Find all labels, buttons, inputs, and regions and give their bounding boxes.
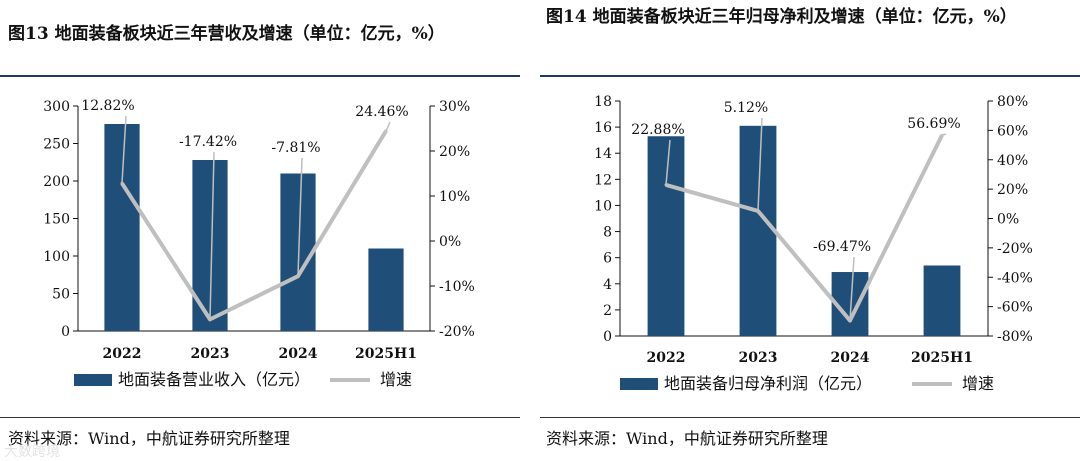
growth-data-label: -7.81%	[271, 140, 320, 156]
label-leader-line	[757, 117, 763, 212]
growth-line	[120, 129, 388, 322]
category-label: 2023	[191, 346, 230, 362]
right-tick-label: 10%	[439, 189, 470, 205]
left-tick-label: 50	[52, 287, 70, 303]
net-profit-chart: 0 2 4 6 8 10 12 14 16 18 -80% -60% -40% -20% 0% 20% 40% 6…	[594, 94, 1033, 393]
left-tick-label: 2	[603, 303, 612, 319]
title-rule	[540, 75, 1080, 77]
category-label: 2024	[279, 346, 318, 362]
right-tick-label: -10%	[439, 279, 475, 295]
label-leader-line	[385, 121, 391, 132]
title-rule	[0, 75, 520, 77]
right-tick-label: 0%	[439, 234, 461, 250]
growth-data-label: -69.47%	[813, 239, 871, 255]
legend-bar-label: 地面装备营业收入（亿元）	[118, 370, 310, 389]
growth-data-label: 24.46%	[355, 104, 408, 120]
bar-2025H1	[368, 248, 404, 331]
left-tick-label: 150	[43, 212, 70, 228]
right-tick-label: -20%	[439, 324, 475, 340]
source-note: 资料来源：Wind，中航证券研究所整理	[8, 429, 290, 448]
bar-2022	[104, 124, 140, 331]
right-tick-label: -20%	[997, 241, 1033, 257]
right-tick-label: -40%	[997, 270, 1033, 286]
left-tick-label: 0	[603, 329, 612, 345]
watermark: 大数跨境	[4, 444, 60, 460]
left-tick-label: 4	[603, 277, 612, 293]
category-label: 2025H1	[355, 346, 417, 362]
right-tick-label: 30%	[439, 99, 470, 115]
left-tick-label: 100	[43, 249, 70, 265]
growth-line	[665, 134, 944, 323]
right-tick-label: 40%	[997, 153, 1028, 169]
right-tick-label: 0%	[997, 212, 1019, 228]
source-rule	[0, 417, 520, 418]
right-tick-label: 80%	[997, 94, 1028, 110]
right-tick-label: -80%	[997, 329, 1033, 345]
category-label: 2025H1	[911, 350, 973, 366]
right-tick-label: 20%	[997, 182, 1028, 198]
right-tick-label: 20%	[439, 144, 470, 160]
label-leader-line	[121, 115, 127, 184]
revenue-chart: 0 50 100 150 200 250 300 -20% -10% 0% 10% 20% 30% 202…	[43, 98, 475, 389]
left-tick-label: 200	[43, 174, 70, 190]
label-leader-line	[665, 139, 671, 185]
category-label: 2024	[831, 350, 870, 366]
chart-panel-revenue: 图13 地面装备板块近三年营收及增速（单位：亿元，%） 0 50 100 150 200…	[0, 0, 520, 461]
chart-title: 图13 地面装备板块近三年营收及增速（单位：亿元，%）	[8, 24, 445, 44]
legend-line-label: 增速	[962, 374, 994, 393]
label-leader-line	[297, 157, 303, 277]
chart-panel-net-profit: 图14 地面装备板块近三年归母净利及增速（单位：亿元，%） 0 2 4 6 8 10 12 1…	[540, 0, 1080, 461]
left-tick-label: 300	[43, 99, 70, 115]
growth-data-label: -17.42%	[179, 134, 237, 150]
left-tick-label: 0	[61, 324, 70, 340]
left-tick-label: 18	[594, 94, 612, 110]
growth-data-label: 22.88%	[631, 122, 684, 138]
label-leader-line	[849, 256, 855, 321]
bar-2022	[647, 136, 685, 336]
bar-2025H1	[923, 265, 961, 336]
left-tick-label: 10	[594, 198, 612, 214]
right-tick-label: -60%	[997, 300, 1033, 316]
left-tick-label: 250	[43, 137, 70, 153]
left-tick-label: 8	[603, 225, 612, 241]
category-label: 2022	[103, 346, 142, 362]
legend-bar-swatch	[74, 374, 112, 386]
source-note: 资料来源：Wind，中航证券研究所整理	[546, 429, 828, 448]
bar-2023	[739, 125, 777, 336]
left-tick-label: 12	[594, 172, 612, 188]
right-tick-label: 60%	[997, 123, 1028, 139]
left-tick-label: 6	[603, 251, 612, 267]
source-rule	[540, 417, 1080, 418]
legend-line-label: 增速	[380, 370, 412, 389]
left-tick-label: 16	[594, 120, 612, 136]
category-label: 2022	[647, 350, 686, 366]
growth-data-label: 56.69%	[907, 116, 960, 132]
growth-data-label: 12.82%	[81, 98, 134, 114]
label-leader-line	[941, 133, 947, 136]
growth-data-label: 5.12%	[724, 100, 768, 116]
legend-bar-swatch	[620, 378, 658, 390]
legend-bar-label: 地面装备归母净利润（亿元）	[664, 374, 872, 393]
label-leader-line	[209, 151, 215, 320]
category-label: 2023	[739, 350, 778, 366]
chart-title: 图14 地面装备板块近三年归母净利及增速（单位：亿元，%）	[546, 7, 1017, 27]
bar-2024	[280, 173, 316, 331]
left-tick-label: 14	[594, 146, 612, 162]
